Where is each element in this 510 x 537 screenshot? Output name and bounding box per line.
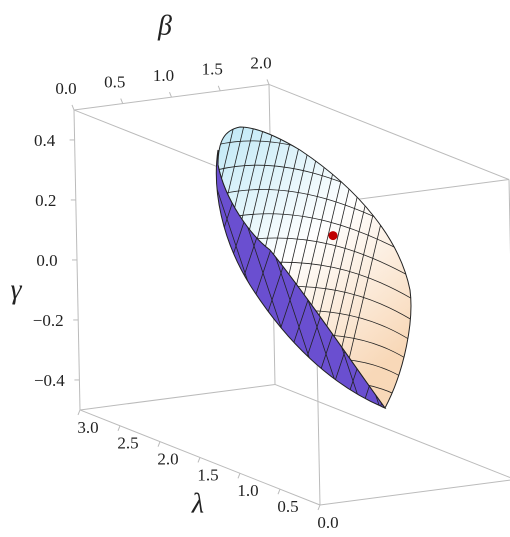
- axis-title: γ: [10, 274, 22, 305]
- tick-label: 0.0: [55, 79, 76, 98]
- tick-label: 0.0: [36, 251, 57, 270]
- mesh-line: [229, 381, 411, 408]
- tick-label: 0.5: [277, 497, 298, 516]
- mesh-line: [232, 404, 411, 408]
- mesh-line: [218, 127, 241, 408]
- tick-label: 0.5: [104, 72, 125, 91]
- tick-mark: [71, 104, 75, 111]
- tick-mark: [266, 79, 270, 85]
- box-edge: [274, 383, 510, 479]
- tick-mark: [197, 457, 201, 463]
- box-edge: [79, 383, 276, 411]
- mesh-line: [402, 150, 502, 450]
- tick-mark: [117, 425, 121, 431]
- tick-label: 2.0: [157, 450, 178, 469]
- tick-label: 0.4: [34, 131, 56, 150]
- tick-label: 1.0: [237, 481, 258, 500]
- mesh-line: [130, 100, 210, 440]
- axis-title: β: [157, 10, 172, 41]
- tick-mark: [237, 473, 241, 479]
- axis-title: λ: [191, 488, 204, 519]
- tick-mark: [277, 488, 281, 495]
- tick-mark: [77, 409, 81, 416]
- tick-label: 1.0: [153, 66, 174, 85]
- tick-mark: [317, 504, 321, 511]
- tick-mark: [157, 441, 161, 447]
- box-edge: [319, 479, 510, 506]
- mesh-line: [420, 150, 510, 450]
- surface-side: [215, 149, 387, 410]
- mesh-line: [402, 150, 502, 450]
- mesh-line: [420, 150, 510, 450]
- tick-label: 0.2: [35, 191, 56, 210]
- tick-label: −0.2: [33, 311, 64, 330]
- tick-label: 1.5: [202, 60, 223, 79]
- tick-label: 3.0: [77, 418, 98, 437]
- tick-label: −0.4: [34, 371, 65, 390]
- data-point: [328, 231, 338, 241]
- tick-label: 1.5: [197, 465, 218, 484]
- tick-label: 2.5: [117, 434, 138, 453]
- mesh-line: [218, 127, 251, 408]
- mesh-line: [218, 127, 221, 408]
- tick-mark: [169, 92, 172, 98]
- tick-mark: [120, 98, 124, 104]
- tick-mark: [217, 85, 221, 92]
- tick-label: 2.0: [250, 53, 271, 72]
- box-edge: [268, 83, 510, 180]
- mesh-line: [120, 100, 200, 440]
- tick-label: 0.0: [317, 513, 338, 532]
